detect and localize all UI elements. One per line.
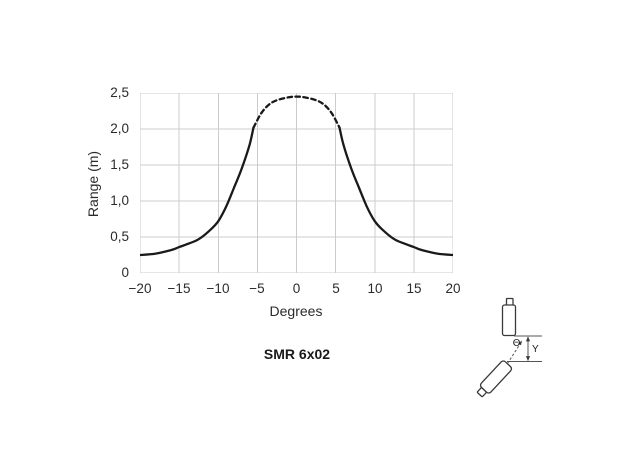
beam-pattern-dashed-top <box>252 95 341 129</box>
tilted-sensor-icon <box>476 360 513 398</box>
x-tick-label: −15 <box>167 281 191 296</box>
y-tick-label: 2,5 <box>110 85 129 100</box>
x-tick-label: −5 <box>249 281 265 296</box>
x-tick-label: 20 <box>445 281 461 296</box>
y-tick-label: 2,0 <box>110 121 129 136</box>
y-axis-title: Range (m) <box>85 150 101 218</box>
x-axis-title: Degrees <box>269 303 323 319</box>
x-tick-label: −10 <box>206 281 230 296</box>
y-tick-label: 1,0 <box>110 193 129 208</box>
plot-area <box>140 93 453 273</box>
sensor-orientation-diagram: Θ Y <box>476 297 542 398</box>
arrow-up-icon <box>525 336 531 342</box>
beam-pattern-solid-left <box>140 126 255 257</box>
y-tick-label: 1,5 <box>110 157 129 172</box>
x-tick-label: −20 <box>128 281 152 296</box>
upright-sensor-icon <box>501 297 517 337</box>
x-tick-label: 0 <box>292 281 301 296</box>
x-tick-label: 10 <box>367 281 383 296</box>
theta-angle-label: Θ <box>513 338 521 349</box>
y-tick-label: 0,5 <box>110 229 129 244</box>
x-tick-label: 5 <box>332 281 340 296</box>
x-tick-label: 15 <box>406 281 422 296</box>
beam-pattern-solid-right <box>338 126 453 257</box>
arrow-diagonal-icon <box>518 340 522 346</box>
y-distance-label: Y <box>532 344 539 355</box>
chart-title: SMR 6x02 <box>263 346 331 362</box>
arrow-down-icon <box>525 356 531 362</box>
grid-lines <box>140 93 453 273</box>
y-tick-label: 0 <box>121 265 129 280</box>
